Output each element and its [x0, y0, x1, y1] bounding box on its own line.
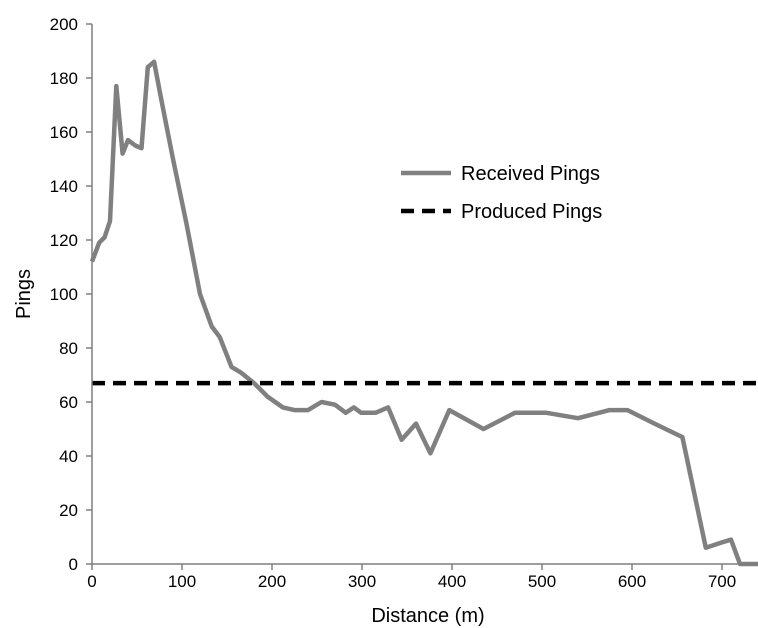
y-axis-title: Pings	[13, 269, 35, 319]
y-tick-label: 80	[59, 339, 78, 358]
x-tick-label: 100	[168, 572, 196, 591]
axes	[91, 24, 758, 565]
y-tick-label: 200	[50, 15, 78, 34]
x-tick-label: 400	[438, 572, 466, 591]
tick-marks	[86, 23, 723, 570]
y-tick-label: 60	[59, 393, 78, 412]
legend: Received Pings Produced Pings	[401, 163, 602, 223]
y-tick-label: 0	[69, 555, 78, 574]
tick-labels: 0 20 40 60 80 100 120 140 160 180 200 0 100 200 300 400…	[50, 15, 737, 591]
y-tick-label: 120	[50, 231, 78, 250]
y-tick-label: 180	[50, 69, 78, 88]
y-tick-label: 20	[59, 501, 78, 520]
y-tick-label: 40	[59, 447, 78, 466]
y-tick-label: 140	[50, 177, 78, 196]
x-tick-label: 500	[528, 572, 556, 591]
x-tick-label: 600	[618, 572, 646, 591]
x-tick-label: 200	[258, 572, 286, 591]
x-axis-title: Distance (m)	[371, 605, 484, 627]
series-line-received-pings	[89, 59, 758, 567]
y-tick-label: 160	[50, 123, 78, 142]
x-tick-label: 700	[708, 572, 736, 591]
y-tick-label: 100	[50, 285, 78, 304]
legend-label-produced-pings: Produced Pings	[461, 201, 602, 223]
legend-label-received-pings: Received Pings	[461, 163, 600, 185]
plot-area	[89, 59, 758, 567]
x-tick-label: 300	[348, 572, 376, 591]
x-tick-label: 0	[87, 572, 96, 591]
